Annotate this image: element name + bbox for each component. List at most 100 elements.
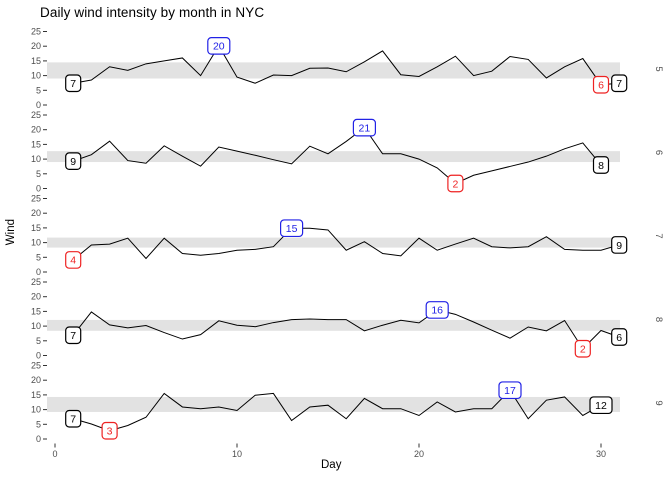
strip-label-month: 7 [653,233,664,238]
y-tick-label: 20 [31,41,41,51]
y-tick-label: 5 [36,336,41,346]
wind-line [72,227,620,261]
label-box [101,421,118,440]
label-box [65,74,82,93]
x-tick-label: 30 [596,449,606,459]
value-label-max: 17 [498,381,522,400]
y-tick-label: 25 [31,194,41,204]
label-text: 16 [431,305,443,317]
value-label-last: 7 [611,74,628,93]
label-box [65,251,82,269]
wind-line [72,309,620,350]
value-label-min: 2 [574,339,591,358]
y-tick-label: 25 [31,277,41,287]
wind-line [73,44,620,86]
label-text: 7 [70,78,76,90]
chart-title: Daily wind intensity by month in NYC [40,5,265,20]
label-box [280,219,304,238]
y-tick-label: 0 [36,267,41,277]
label-box [447,174,464,193]
value-label-first-min: 4 [65,251,82,269]
label-text: 9 [616,240,622,252]
label-text: 20 [213,41,225,53]
y-tick-label: 5 [36,419,41,429]
y-tick-label: 5 [36,169,41,179]
label-text: 17 [504,385,516,397]
x-tick-label: 10 [232,449,242,459]
y-tick-label: 0 [36,100,41,110]
y-tick-label: 15 [31,139,41,149]
y-tick-label: 10 [31,71,41,81]
y-tick-label: 15 [31,56,41,66]
wind-line [73,126,602,185]
label-box [65,326,82,345]
value-label-last: 8 [592,156,610,174]
label-text: 6 [616,332,622,344]
label-box [207,37,231,55]
label-text: 21 [359,122,371,134]
x-tick-label: 20 [414,449,424,459]
label-box [498,381,522,400]
label-text: 12 [595,400,607,412]
facet-panel-month-9: 0 5 10 15 20 25 7 3 17 12 [31,361,620,444]
label-text: 2 [580,344,586,356]
label-box [592,156,610,174]
label-box [65,152,82,171]
label-box [65,409,82,428]
value-label-first: 7 [65,326,82,345]
y-tick-label: 15 [31,390,41,400]
label-text: 4 [70,255,76,267]
label-box [589,396,613,415]
value-label-max: 21 [352,118,376,137]
value-label-max: 15 [280,219,304,238]
strip-label-month: 8 [653,317,664,322]
y-tick-label: 15 [31,223,41,233]
value-label-min: 2 [447,174,464,193]
facet-panel-month-7: 0 5 10 15 20 25 4 15 9 [31,194,628,277]
y-tick-label: 20 [31,125,41,135]
label-box [574,339,591,358]
label-text: 2 [452,178,458,190]
y-tick-label: 25 [31,361,41,371]
y-tick-label: 20 [31,375,41,385]
value-label-min: 6 [592,75,610,94]
facet-panel-month-6: 0 5 10 15 20 25 9 21 2 8 [31,110,620,194]
y-tick-label: 15 [31,306,41,316]
value-label-first: 9 [65,152,82,171]
value-label-last: 6 [611,328,628,346]
y-tick-label: 10 [31,238,41,248]
facet-panel-month-8: 0 5 10 15 20 25 7 16 2 6 [31,277,628,361]
label-box [425,301,449,319]
y-tick-label: 5 [36,85,41,95]
y-tick-label: 20 [31,292,41,302]
label-text: 6 [598,80,604,92]
value-label-max: 20 [207,37,231,55]
y-tick-label: 0 [36,434,41,444]
x-tick-label: 0 [52,449,57,459]
value-label-last: 9 [611,236,628,254]
strip-label-month: 9 [653,400,664,405]
label-text: 7 [616,78,622,90]
x-axis-label: Day [321,459,342,471]
label-text: 7 [70,414,76,426]
label-box [611,236,628,254]
y-tick-label: 10 [31,154,41,164]
x-axis: 0 10 20 30 [52,443,606,459]
y-tick-label: 10 [31,321,41,331]
iqr-band [47,151,620,163]
y-tick-label: 0 [36,184,41,194]
iqr-band [47,237,620,248]
strip-label-month: 6 [653,150,664,155]
y-tick-label: 25 [31,110,41,120]
y-tick-label: 20 [31,208,41,218]
y-tick-label: 25 [31,27,41,37]
label-text: 8 [598,160,604,172]
label-box [592,75,610,94]
label-box [611,74,628,93]
y-tick-label: 0 [36,351,41,361]
label-text: 3 [107,426,113,438]
label-box [611,328,628,346]
label-text: 7 [70,330,76,342]
